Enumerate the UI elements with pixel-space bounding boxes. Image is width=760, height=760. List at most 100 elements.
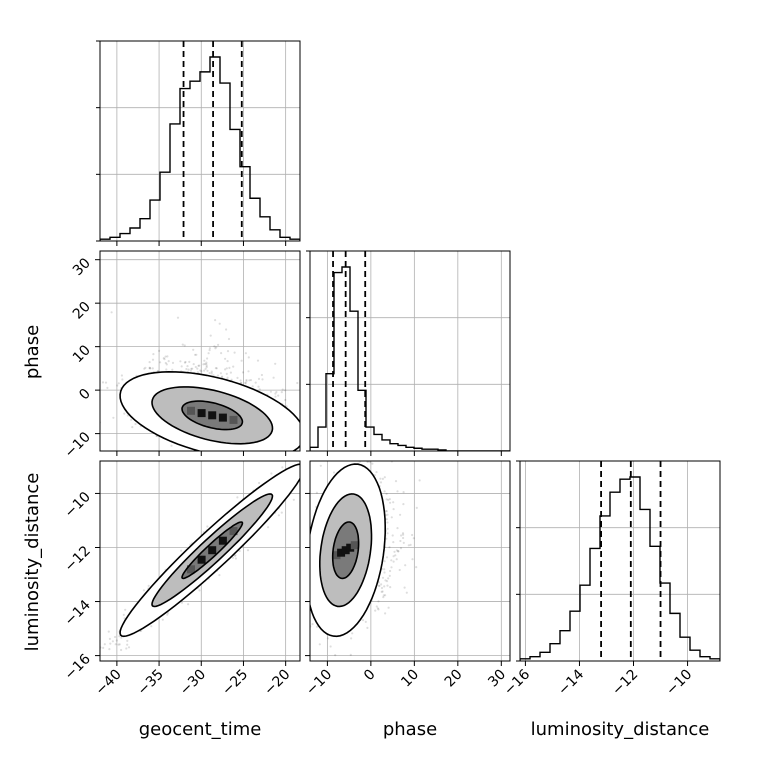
sample-point — [412, 537, 415, 540]
sample-point — [329, 645, 332, 648]
sample-point — [226, 376, 229, 379]
sample-point — [158, 349, 161, 352]
sample-point — [234, 554, 237, 557]
sample-point — [238, 549, 241, 553]
sample-point — [163, 358, 166, 361]
sample-point — [103, 643, 106, 646]
hist-panel-luminosity-distance: −16 −14 −12 −10 — [501, 460, 721, 699]
sample-point — [196, 371, 199, 374]
sample-point — [225, 457, 227, 459]
sample-point — [165, 363, 168, 366]
sample-point — [180, 549, 183, 552]
sample-point — [231, 556, 235, 559]
sample-point — [65, 362, 67, 364]
sample-point — [266, 454, 268, 456]
sample-point — [276, 456, 278, 458]
sample-point — [186, 365, 189, 368]
hist-panel-phase — [306, 250, 511, 456]
sample-point — [275, 390, 278, 394]
contour-line — [119, 370, 300, 451]
sample-point — [95, 662, 97, 664]
sample-point — [151, 367, 154, 370]
sample-point — [171, 361, 175, 364]
sample-point — [310, 453, 312, 455]
sample-point — [229, 371, 232, 374]
sample-point — [214, 367, 217, 370]
sample-point — [215, 346, 218, 349]
density-cell — [197, 555, 206, 564]
sample-point — [224, 368, 227, 371]
sample-point — [195, 353, 198, 356]
sample-point — [196, 367, 199, 370]
sample-point — [116, 384, 119, 387]
sample-point — [381, 590, 384, 593]
sample-point — [214, 347, 217, 350]
sample-point — [207, 352, 210, 355]
sample-point — [317, 389, 319, 391]
sample-point — [233, 351, 236, 354]
sample-point — [383, 560, 386, 563]
sample-point — [301, 431, 303, 433]
sample-point — [208, 347, 211, 350]
sample-point — [183, 344, 186, 347]
x-tick-label: −25 — [219, 667, 251, 699]
sample-point — [162, 357, 165, 360]
sample-point — [121, 378, 124, 381]
sample-point — [127, 646, 131, 649]
panel-frame — [99, 460, 301, 662]
sample-point — [120, 648, 123, 652]
sample-point — [274, 362, 277, 365]
sample-point — [198, 364, 201, 367]
sample-point — [210, 370, 213, 373]
x-tick-label: −16 — [501, 666, 533, 698]
sample-point — [334, 654, 337, 657]
y-tick-label: 10 — [70, 342, 94, 366]
sample-point — [123, 617, 126, 620]
sample-point — [206, 525, 209, 528]
sample-point — [126, 414, 129, 417]
sample-point — [234, 557, 237, 560]
sample-point — [270, 472, 273, 475]
sample-point — [258, 481, 261, 485]
sample-point — [241, 371, 245, 374]
sample-point — [171, 368, 174, 371]
joint-content — [95, 454, 312, 664]
sample-point — [181, 343, 184, 346]
sample-point — [281, 388, 284, 391]
sample-point — [206, 369, 209, 372]
contour-line — [119, 463, 300, 638]
sample-point — [130, 418, 133, 421]
x-tick-label: −14 — [555, 666, 587, 698]
sample-point — [123, 412, 126, 415]
contour-line — [151, 493, 274, 608]
sample-point — [292, 498, 295, 501]
sample-point — [205, 366, 208, 369]
sample-point — [203, 362, 206, 366]
sample-point — [249, 379, 253, 382]
y-tick-label: 30 — [70, 255, 94, 279]
sample-point — [170, 444, 173, 447]
sample-point — [380, 590, 383, 594]
y-tick-label: −16 — [62, 651, 94, 683]
sample-point — [187, 368, 190, 371]
sample-point — [225, 367, 228, 370]
histogram-phase — [310, 266, 510, 451]
sample-point — [240, 359, 243, 362]
sample-point — [393, 550, 396, 553]
joint-content — [65, 311, 319, 459]
sample-point — [244, 382, 247, 385]
sample-point — [277, 514, 280, 517]
sample-point — [244, 381, 247, 384]
sample-point — [185, 367, 188, 371]
x-tick-label: −30 — [177, 667, 209, 699]
density-cell — [208, 546, 217, 555]
sample-point — [117, 643, 120, 646]
sample-point — [251, 385, 254, 388]
sample-point — [226, 350, 230, 353]
sample-point — [216, 374, 220, 377]
sample-point — [310, 454, 312, 456]
sample-point — [202, 363, 205, 366]
panel-frame — [99, 250, 301, 452]
